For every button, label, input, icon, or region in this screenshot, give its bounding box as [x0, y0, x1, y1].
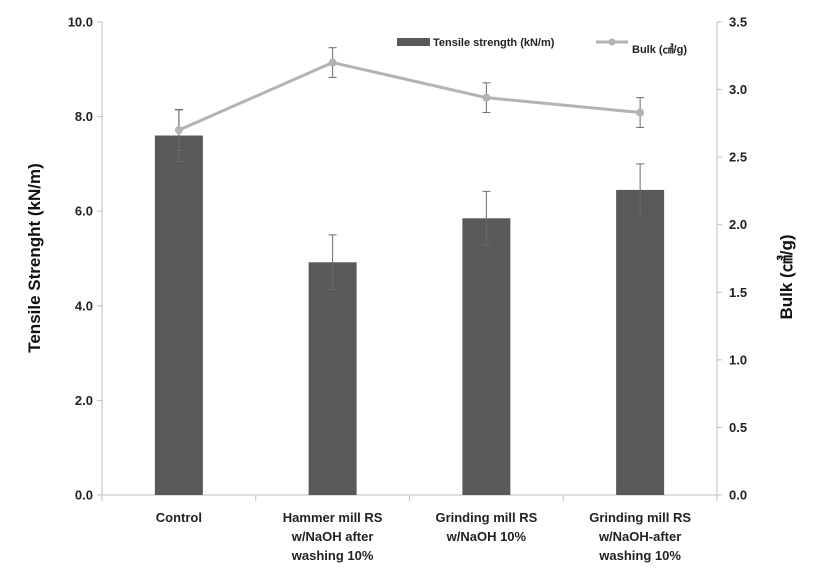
- y-right-tick-label: 2.0: [729, 217, 747, 232]
- bar: [462, 218, 511, 496]
- legend-swatch-tensile: [397, 38, 430, 46]
- bulk-point: [482, 93, 491, 102]
- y-right-tick-label: 3.5: [729, 15, 747, 30]
- line-series: [174, 47, 645, 151]
- legend: Tensile strength (kN/m) Bulk (㎤/g): [397, 37, 687, 56]
- bar-series: [154, 109, 665, 496]
- legend-label-bulk: Bulk (㎤/g): [632, 42, 687, 56]
- y-left-tick-label: 2.0: [75, 393, 93, 408]
- bar: [154, 135, 203, 495]
- y-right-tick-label: 2.5: [729, 150, 747, 165]
- y-right-tick-label: 1.5: [729, 285, 747, 300]
- category-label: Grinding mill RS w/NaOH-after washing 10%: [589, 510, 691, 563]
- y-left-axis-title: Tensile Strenght (kN/m): [25, 163, 44, 353]
- y-right-tick-label: 3.0: [729, 82, 747, 97]
- bar: [308, 262, 357, 495]
- y-left-tick-label: 4.0: [75, 298, 93, 313]
- y-right-ticks: 0.0 0.5 1.0 1.5 2.0 2.5 3.0 3.5: [717, 15, 747, 503]
- y-right-axis-title: Bulk (㎤/g): [776, 235, 796, 320]
- y-left-tick-label: 8.0: [75, 109, 93, 124]
- y-left-ticks: 0.0 2.0 4.0 6.0 8.0 10.0: [68, 15, 102, 503]
- category-label: Grinding mill RS w/NaOH 10%: [435, 510, 537, 544]
- y-left-tick-label: 10.0: [68, 15, 93, 30]
- legend-swatch-bulk-marker: [608, 38, 616, 46]
- y-left-tick-label: 6.0: [75, 204, 93, 219]
- y-right-tick-label: 0.0: [729, 488, 747, 503]
- y-right-tick-label: 0.5: [729, 420, 747, 435]
- bar: [616, 189, 665, 496]
- x-ticks: [101, 495, 718, 501]
- bulk-point: [328, 58, 337, 67]
- bulk-point: [636, 108, 645, 117]
- category-labels: Control Hammer mill RS w/NaOH after washing…: [156, 510, 692, 563]
- bulk-point: [174, 126, 183, 135]
- bulk-line: [178, 61, 641, 132]
- category-label: Hammer mill RS w/NaOH after washing 10%: [283, 510, 383, 563]
- y-left-tick-label: 0.0: [75, 488, 93, 503]
- legend-label-tensile: Tensile strength (kN/m): [433, 37, 555, 49]
- y-right-tick-label: 1.0: [729, 352, 747, 367]
- category-label: Control: [156, 510, 202, 525]
